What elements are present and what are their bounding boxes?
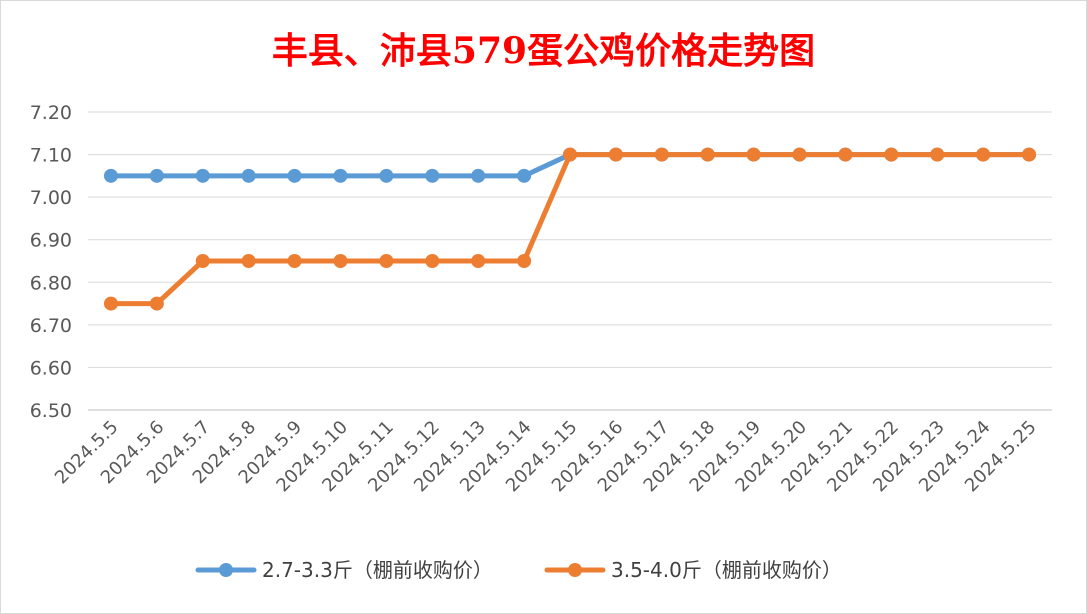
data-point [333,168,348,183]
y-tick-label: 6.80 [30,272,72,294]
data-point [195,168,210,183]
data-point [195,254,210,268]
data-point [425,254,440,268]
legend-marker-2 [568,563,582,577]
y-tick-label: 7.00 [30,187,72,209]
data-point [746,147,761,162]
data-point [471,254,486,268]
data-point [976,147,991,162]
data-point [103,296,118,311]
data-point [608,147,623,162]
data-point [1022,147,1037,162]
data-point [287,254,302,268]
legend-label-2: 3.5-4.0斤（棚前收购价） [611,558,842,582]
data-point [930,147,945,162]
legend-label-1: 2.7-3.3斤（棚前收购价） [262,558,493,582]
y-tick-label: 6.70 [30,315,72,337]
data-point [379,254,394,268]
data-point [379,168,394,183]
data-point [517,168,532,183]
y-tick-label: 6.50 [30,400,72,422]
data-point [792,147,807,162]
y-tick-label: 7.10 [30,145,72,167]
data-point [563,147,577,162]
data-point [838,147,853,162]
y-tick-label: 6.90 [30,230,72,252]
data-point [471,168,486,183]
legend-marker-1 [219,563,233,577]
data-point [654,147,669,162]
data-point [149,296,164,311]
y-tick-label: 7.20 [30,102,72,124]
data-point [287,168,302,183]
data-point [425,168,440,183]
data-point [103,168,118,183]
data-point [517,254,532,268]
data-point [149,168,164,183]
data-point [884,147,899,162]
data-point [241,168,256,183]
data-point [700,147,715,162]
y-tick-label: 6.60 [30,357,72,379]
data-point [333,254,348,268]
data-point [241,254,256,268]
chart-title: 丰县、沛县579蛋公鸡价格走势图 [271,30,816,72]
